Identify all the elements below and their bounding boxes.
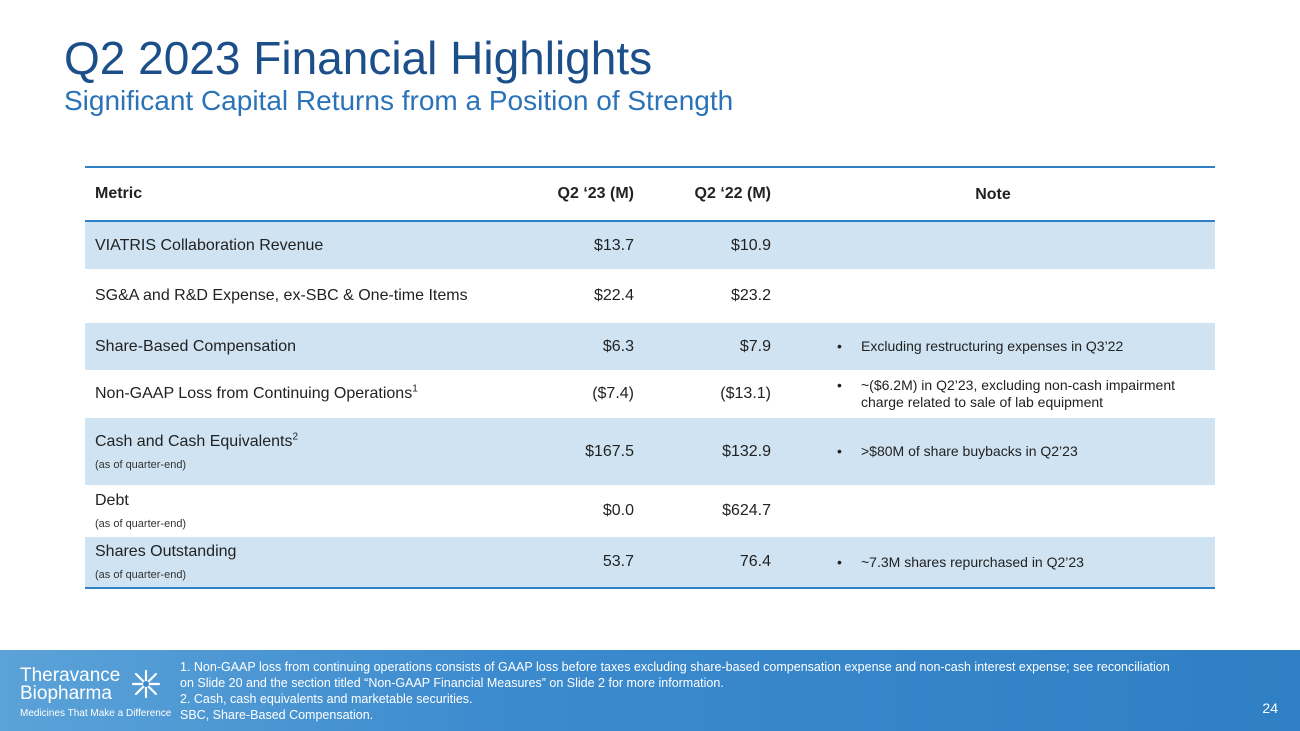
note-cell: • ~7.3M shares repurchased in Q2’23	[771, 554, 1215, 571]
footnote-ref: 1	[412, 383, 418, 395]
note-text: ~7.3M shares repurchased in Q2’23	[861, 553, 1084, 570]
table-row: Cash and Cash Equivalents2 (as of quarte…	[85, 418, 1215, 485]
page-title: Q2 2023 Financial Highlights	[64, 32, 653, 84]
q22-value: 76.4	[739, 553, 771, 570]
logo-tagline: Medicines That Make a Difference	[20, 708, 172, 719]
note-text: ~($6.2M) in Q2’23, excluding non-cash im…	[861, 377, 1175, 410]
column-header-q22: Q2 ‘22 (M)	[694, 185, 771, 202]
footer-bar: Theravance Biopharma Medicines That Make…	[0, 650, 1300, 731]
bullet-icon: •	[837, 553, 842, 570]
column-header-q23: Q2 ‘23 (M)	[557, 185, 634, 202]
table-row: Share-Based Compensation $6.3 $7.9 • Excl…	[85, 323, 1215, 370]
metric-label: Cash and Cash Equivalents2	[95, 431, 299, 450]
q22-value: $10.9	[730, 236, 771, 254]
company-logo: Theravance Biopharma Medicines That Make…	[20, 665, 172, 722]
metric-label: Shares Outstanding	[95, 543, 237, 560]
metric-cell: Share-Based Compensation	[85, 338, 530, 356]
q23-value: $13.7	[593, 236, 634, 254]
table-row: Shares Outstanding (as of quarter-end) 5…	[85, 537, 1215, 587]
q23-value: $167.5	[585, 442, 634, 460]
page-subtitle: Significant Capital Returns from a Posit…	[64, 85, 734, 116]
metric-label: Debt	[95, 492, 129, 509]
footnote-ref: 2	[292, 431, 299, 443]
note-text: >$80M of share buybacks in Q2’23	[861, 443, 1078, 459]
q22-value: $624.7	[722, 502, 771, 519]
metric-label: SG&A and R&D Expense, ex-SBC & One-time …	[95, 287, 468, 304]
note-text: Excluding restructuring expenses in Q3’2…	[861, 338, 1124, 354]
metric-cell: Non-GAAP Loss from Continuing Operations…	[85, 383, 530, 403]
column-header-metric: Metric	[95, 185, 143, 202]
q23-value: $22.4	[593, 287, 634, 304]
table-row: VIATRIS Collaboration Revenue $13.7 $10.…	[85, 222, 1215, 269]
note-cell: • ~($6.2M) in Q2’23, excluding non-cash i…	[771, 377, 1215, 411]
metric-cell: Cash and Cash Equivalents2 (as of quarte…	[85, 431, 530, 471]
table-row: Debt (as of quarter-end) $0.0 $624.7	[85, 485, 1215, 537]
q23-value: $0.0	[602, 502, 634, 519]
q22-value: ($13.1)	[720, 385, 771, 402]
logo-text-line2: Biopharma	[20, 683, 112, 704]
note-bullet: • >$80M of share buybacks in Q2’23	[837, 443, 1215, 460]
q23-value: ($7.4)	[592, 385, 634, 402]
note-cell: • Excluding restructuring expenses in Q3’…	[771, 338, 1215, 355]
metric-subnote: (as of quarter-end)	[95, 458, 187, 471]
note-bullet: • Excluding restructuring expenses in Q3’…	[837, 338, 1215, 355]
note-bullet: • ~($6.2M) in Q2’23, excluding non-cash i…	[837, 377, 1215, 411]
footnote-line: SBC, Share-Based Compensation.	[180, 708, 374, 722]
q23-value: 53.7	[602, 553, 634, 570]
star-burst-icon	[131, 669, 161, 699]
footnote-line: on Slide 20 and the section titled “Non-…	[180, 676, 724, 690]
table-row: Non-GAAP Loss from Continuing Operations…	[85, 370, 1215, 418]
q22-value: $132.9	[722, 442, 771, 460]
q22-value: $7.9	[739, 337, 771, 355]
footnotes: 1. Non-GAAP loss from continuing operati…	[180, 659, 1260, 723]
metric-cell: Debt (as of quarter-end)	[85, 492, 530, 530]
footnote-line: 1. Non-GAAP loss from continuing operati…	[180, 660, 1170, 674]
financial-table: Metric Q2 ‘23 (M) Q2 ‘22 (M) Note VIATRI…	[85, 166, 1215, 589]
q23-value: $6.3	[602, 337, 634, 355]
page-number: 24	[1262, 700, 1278, 716]
bullet-icon: •	[837, 338, 842, 354]
note-bullet: • ~7.3M shares repurchased in Q2’23	[837, 554, 1215, 571]
metric-cell: VIATRIS Collaboration Revenue	[85, 237, 530, 255]
bullet-icon: •	[837, 377, 842, 393]
note-cell: • >$80M of share buybacks in Q2’23	[771, 443, 1215, 460]
metric-label: VIATRIS Collaboration Revenue	[95, 236, 324, 254]
metric-label: Share-Based Compensation	[95, 337, 297, 355]
metric-cell: SG&A and R&D Expense, ex-SBC & One-time …	[85, 287, 530, 305]
q22-value: $23.2	[730, 287, 771, 304]
column-header-note: Note	[975, 185, 1011, 203]
metric-subnote: (as of quarter-end)	[95, 518, 187, 530]
footnote-line: 2. Cash, cash equivalents and marketable…	[180, 692, 473, 706]
table-row: SG&A and R&D Expense, ex-SBC & One-time …	[85, 269, 1215, 323]
table-header-row: Metric Q2 ‘23 (M) Q2 ‘22 (M) Note	[85, 168, 1215, 222]
bullet-icon: •	[837, 443, 842, 459]
metric-label: Non-GAAP Loss from Continuing Operations…	[95, 383, 418, 402]
logo-text-line1: Theravance	[20, 665, 121, 686]
metric-cell: Shares Outstanding (as of quarter-end)	[85, 543, 530, 581]
metric-subnote: (as of quarter-end)	[95, 569, 187, 581]
